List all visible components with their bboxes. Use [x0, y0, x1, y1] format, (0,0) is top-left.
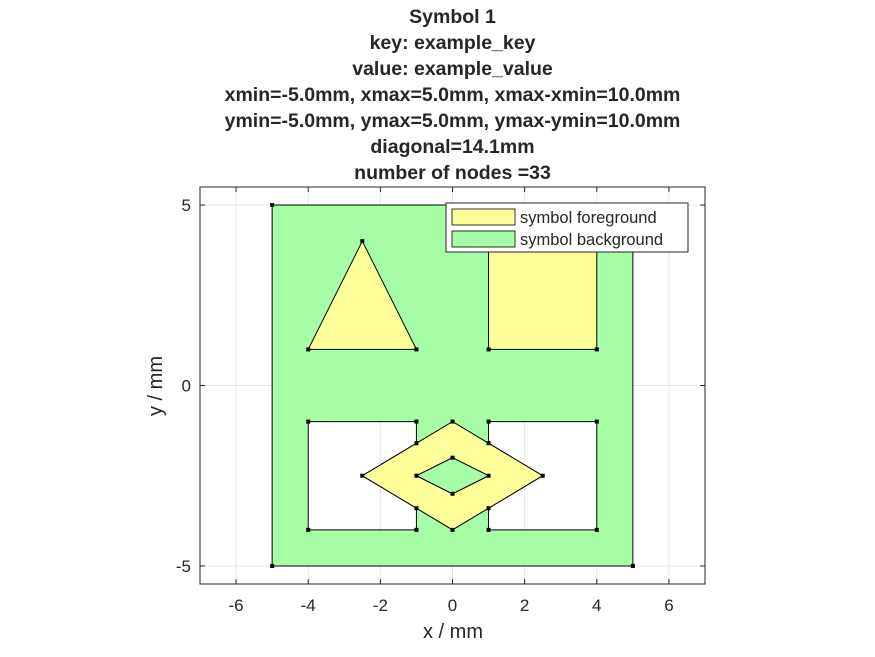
title-line: diagonal=14.1mm [370, 136, 535, 158]
legend: symbol foreground symbol background [445, 202, 689, 253]
y-tick-label: 5 [182, 196, 191, 215]
node-marker [306, 419, 311, 424]
node-marker [306, 347, 311, 352]
node-marker [594, 419, 599, 424]
legend-swatch-background [451, 230, 516, 248]
x-axis-label: x / mm [423, 621, 483, 643]
title-line: number of nodes =33 [354, 162, 551, 184]
node-marker [450, 527, 455, 532]
node-marker [414, 347, 419, 352]
title-line: Symbol 1 [409, 6, 496, 28]
node-marker [486, 441, 491, 446]
x-tick-label: -4 [301, 596, 316, 615]
node-marker [486, 506, 491, 511]
node-marker [414, 441, 419, 446]
legend-label-foreground: symbol foreground [520, 209, 657, 227]
node-marker [630, 563, 635, 568]
node-marker [486, 419, 491, 424]
node-marker [414, 527, 419, 532]
node-marker [360, 473, 365, 478]
x-tick-label: 6 [664, 596, 673, 615]
x-tick-label: 0 [448, 596, 457, 615]
symbol-shapes [271, 204, 634, 567]
tick-labels: -6 -4 -2 0 2 4 6 -5 0 5 [176, 196, 674, 615]
axes [199, 186, 706, 585]
x-tick-label: 2 [520, 596, 529, 615]
node-marker [450, 419, 455, 424]
y-tick-label: -5 [176, 557, 191, 576]
node-marker [270, 563, 275, 568]
x-tick-label: 4 [592, 596, 601, 615]
node-marker [594, 347, 599, 352]
node-marker [594, 527, 599, 532]
node-marker [486, 527, 491, 532]
node-marker [270, 203, 275, 208]
y-tick-label: 0 [182, 377, 191, 396]
title-line: value: example_value [352, 58, 553, 80]
node-marker [450, 455, 455, 460]
node-marker [486, 347, 491, 352]
title-line: xmin=-5.0mm, xmax=5.0mm, xmax-xmin=10.0m… [224, 84, 681, 106]
node-marker [414, 473, 419, 478]
node-marker [450, 491, 455, 496]
node-marker [306, 527, 311, 532]
node-marker [414, 506, 419, 511]
x-tick-label: -2 [373, 596, 388, 615]
node-marker [414, 419, 419, 424]
node-marker [540, 473, 545, 478]
x-tick-label: -6 [229, 596, 244, 615]
title-line: key: example_key [369, 32, 536, 54]
legend-label-background: symbol background [520, 231, 663, 249]
chart-title: Symbol 1 key: example_key value: example… [0, 4, 875, 186]
symbol-nodes [270, 203, 635, 568]
node-marker [360, 239, 365, 244]
legend-swatch-foreground [451, 208, 516, 226]
title-line: ymin=-5.0mm, ymax=5.0mm, ymax-ymin=10.0m… [224, 110, 681, 132]
y-axis-label: y / mm [145, 356, 167, 416]
node-marker [486, 473, 491, 478]
foreground-triangle [307, 240, 418, 350]
